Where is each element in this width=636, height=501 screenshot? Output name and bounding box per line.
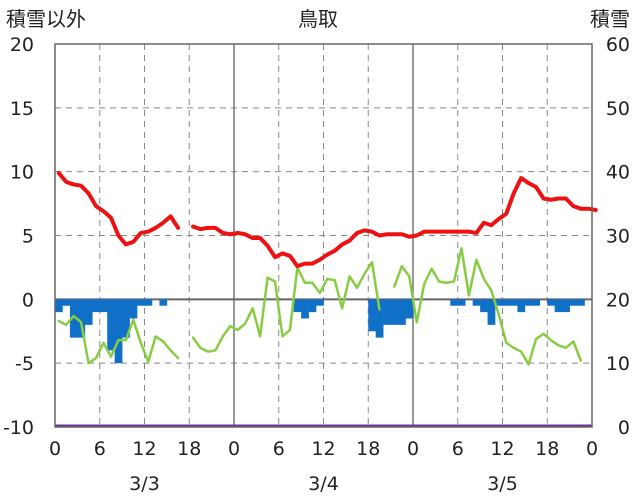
x-tick-label: 18 — [535, 438, 559, 460]
temperature-line — [56, 170, 181, 247]
precip-bar — [308, 299, 317, 313]
precip-bar — [92, 299, 101, 313]
precip-bar — [84, 299, 93, 325]
precip-bar — [316, 299, 324, 306]
precip-bar — [293, 299, 302, 313]
precip-bar — [517, 299, 526, 313]
right-axis-label: 積雪 — [590, 7, 630, 31]
y-tick-label-right: 40 — [606, 162, 630, 184]
precip-bar — [383, 299, 391, 325]
temperature-line — [190, 176, 598, 269]
y-tick-label-left: 15 — [10, 98, 34, 120]
precip-bar — [159, 299, 168, 306]
precip-bar — [368, 299, 377, 332]
precip-bar — [107, 299, 115, 351]
x-tick-label: 0 — [49, 438, 61, 460]
precip-bar — [569, 299, 578, 306]
precip-bar — [99, 299, 108, 313]
y-tick-label-left: -10 — [3, 417, 34, 439]
precip-bar — [301, 299, 309, 319]
y-tick-label-right: 10 — [606, 353, 630, 375]
precip-bar — [562, 299, 570, 313]
series-lines — [55, 170, 598, 428]
precip-bar — [532, 299, 541, 306]
precip-bar — [480, 299, 488, 313]
x-tick-label: 6 — [452, 438, 464, 460]
precip-bar — [405, 299, 414, 319]
y-tick-label-right: 50 — [606, 98, 630, 120]
date-label: 3/3 — [129, 473, 160, 495]
x-tick-label: 0 — [407, 438, 419, 460]
precip-bar — [398, 299, 406, 325]
precip-bar — [122, 299, 130, 338]
x-tick-label: 12 — [490, 438, 514, 460]
date-label: 3/5 — [487, 473, 518, 495]
plot-frame — [54, 43, 593, 428]
precip-bar — [577, 299, 585, 306]
grid-layer — [55, 44, 592, 427]
y-tick-label-left: 0 — [22, 289, 34, 311]
y-tick-label-left: -5 — [15, 353, 34, 375]
x-tick-label: 0 — [228, 438, 240, 460]
x-tick-label: 12 — [132, 438, 156, 460]
precip-bar — [114, 299, 123, 364]
precip-bar — [375, 299, 384, 338]
y-tick-label-right: 20 — [606, 289, 630, 311]
y-tick-label-right: 30 — [606, 226, 630, 248]
precip-bar — [524, 299, 533, 306]
precip-bar — [77, 299, 86, 338]
x-tick-label: 6 — [273, 438, 285, 460]
precip-bar — [129, 299, 138, 319]
dewpoint-line — [191, 261, 381, 353]
dewpoint-line — [393, 247, 583, 366]
x-tick-label: 6 — [94, 438, 106, 460]
precip-bar — [509, 299, 518, 306]
y-tick-label-right: 0 — [618, 417, 630, 439]
precip-bar — [137, 299, 145, 306]
precip-bar — [547, 299, 556, 306]
precip-bar — [55, 299, 63, 313]
precip-bar — [472, 299, 481, 306]
precip-bar — [144, 299, 153, 306]
x-tick-label: 18 — [356, 438, 380, 460]
x-tick-label: 0 — [586, 438, 598, 460]
y-tick-label-left: 5 — [22, 226, 34, 248]
precip-bar — [390, 299, 399, 325]
precip-bar — [450, 299, 459, 306]
precip-bar — [62, 299, 71, 306]
x-tick-label: 12 — [311, 438, 335, 460]
precip-bar — [457, 299, 466, 306]
precip-bar — [487, 299, 496, 325]
precip-bar — [495, 299, 503, 306]
left-axis-label: 積雪以外 — [6, 7, 86, 31]
y-tick-label-left: 10 — [10, 162, 34, 184]
dewpoint-line — [57, 314, 180, 365]
precipitation-bars — [55, 299, 585, 364]
chart-title: 鳥取 — [298, 7, 338, 31]
y-tick-label-right: 60 — [606, 34, 630, 56]
date-label: 3/4 — [308, 473, 339, 495]
precip-bar — [554, 299, 563, 313]
precip-bar — [502, 299, 511, 306]
precip-bar — [69, 299, 78, 338]
y-tick-label-left: 20 — [10, 34, 34, 56]
x-tick-label: 18 — [177, 438, 201, 460]
